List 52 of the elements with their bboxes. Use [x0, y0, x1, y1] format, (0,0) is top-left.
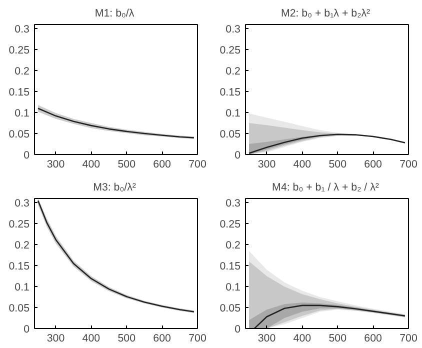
chart-title: M1: b₀/λ: [94, 8, 135, 20]
y-tick-label: 0.25: [220, 44, 241, 57]
y-tick-label: 0.3: [14, 24, 30, 36]
y-tick-label: 0.2: [14, 66, 30, 78]
y-tick-label: 0.15: [220, 86, 241, 99]
x-tick-label: 700: [400, 332, 418, 344]
y-tick-label: 0: [24, 324, 30, 336]
chart-title: M2: b₀ + b₁λ + b₂λ²: [280, 8, 371, 20]
y-tick-label: 0.05: [8, 302, 30, 315]
y-tick-label: 0.05: [8, 128, 30, 141]
y-tick-label: 0.1: [226, 108, 241, 120]
chart-title: M4: b₀ + b₁ / λ + b₂ / λ²: [272, 182, 380, 194]
y-tick-label: 0.3: [14, 198, 30, 210]
x-tick-label: 500: [118, 158, 136, 170]
y-tick-label: 0.15: [8, 260, 30, 273]
x-tick-label: 500: [328, 332, 347, 344]
y-tick-label: 0.25: [8, 218, 30, 231]
y-tick-label: 0.05: [220, 302, 241, 315]
x-tick-label: 700: [188, 332, 206, 344]
y-tick-label: 0.15: [8, 86, 30, 99]
x-tick-label: 700: [188, 158, 206, 170]
y-tick-label: 0.1: [14, 282, 30, 294]
y-tick-label: 0.1: [226, 282, 241, 294]
x-tick-label: 600: [364, 332, 382, 344]
y-tick-label: 0: [234, 150, 241, 162]
y-tick-label: 0: [234, 324, 241, 336]
x-tick-label: 700: [400, 158, 418, 170]
x-tick-label: 300: [258, 158, 276, 170]
y-tick-label: 0.2: [226, 66, 241, 78]
x-tick-label: 600: [153, 158, 172, 170]
x-tick-label: 500: [118, 332, 136, 344]
y-tick-label: 0.2: [14, 240, 30, 252]
x-tick-label: 400: [293, 332, 312, 344]
y-tick-label: 0.05: [220, 128, 241, 141]
x-tick-label: 300: [46, 332, 65, 344]
y-tick-label: 0.2: [226, 240, 241, 252]
y-tick-label: 0.25: [8, 44, 30, 57]
x-tick-label: 300: [46, 158, 65, 170]
y-tick-label: 0: [24, 150, 30, 162]
y-tick-label: 0.3: [226, 24, 241, 36]
x-tick-label: 600: [364, 158, 382, 170]
x-tick-label: 300: [258, 332, 276, 344]
x-tick-label: 400: [293, 158, 312, 170]
x-tick-label: 400: [82, 158, 100, 170]
y-tick-label: 0.3: [226, 198, 241, 210]
y-tick-label: 0.25: [220, 218, 241, 231]
x-tick-label: 500: [328, 158, 347, 170]
chart-title: M3: b₀/λ²: [93, 182, 136, 194]
x-tick-label: 400: [82, 332, 100, 344]
y-tick-label: 0.15: [220, 260, 241, 273]
x-tick-label: 600: [153, 332, 172, 344]
y-tick-label: 0.1: [14, 108, 30, 120]
